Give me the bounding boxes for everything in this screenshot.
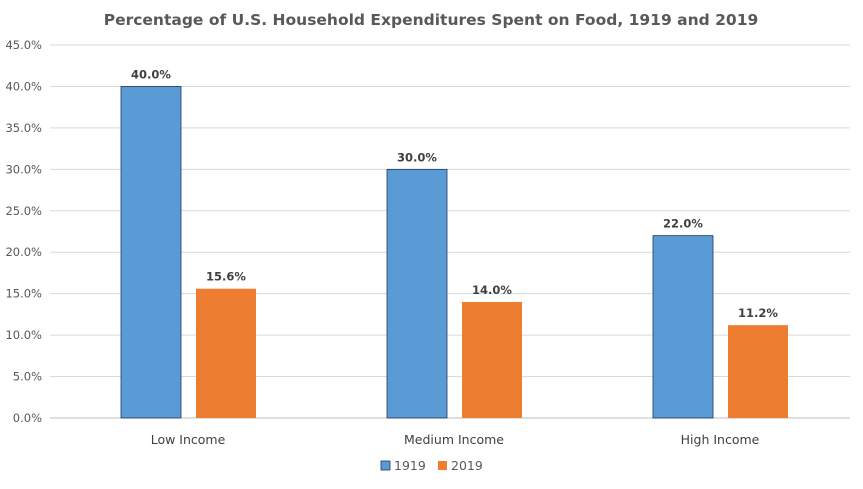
x-axis-ticks: Low Income Medium Income High Income	[151, 432, 760, 447]
x-tick-label: Medium Income	[404, 432, 504, 447]
legend-label: 2019	[451, 458, 483, 473]
data-label: 14.0%	[472, 283, 512, 297]
data-label: 15.6%	[206, 270, 246, 284]
y-tick-label: 40.0%	[5, 79, 42, 93]
bar-2019-2	[728, 325, 788, 418]
y-tick-label: 0.0%	[13, 411, 42, 425]
y-tick-label: 45.0%	[5, 38, 42, 52]
x-tick-label: Low Income	[151, 432, 226, 447]
x-tick-label: High Income	[681, 432, 760, 447]
data-label: 40.0%	[131, 67, 171, 81]
bars	[120, 86, 788, 419]
y-tick-label: 10.0%	[5, 328, 42, 342]
y-axis-ticks: 0.0% 5.0% 10.0% 15.0% 20.0% 25.0% 30.0% 35.0% 40…	[5, 38, 42, 425]
data-label: 30.0%	[397, 150, 437, 164]
data-label: 22.0%	[663, 217, 703, 231]
bar-2019-1	[462, 301, 522, 418]
chart-title: Percentage of U.S. Household Expenditure…	[104, 11, 759, 29]
y-tick-label: 30.0%	[5, 162, 42, 176]
y-tick-label: 5.0%	[13, 370, 42, 384]
gridlines	[50, 44, 850, 419]
y-tick-label: 20.0%	[5, 245, 42, 259]
y-tick-label: 35.0%	[5, 121, 42, 135]
data-labels: 40.0% 15.6% 30.0% 14.0% 22.0% 11.2%	[131, 67, 778, 320]
bar-1919-0	[120, 86, 182, 419]
bar-1919-1	[386, 168, 448, 419]
data-label: 11.2%	[738, 306, 778, 320]
bar-2019-0	[196, 288, 256, 418]
y-tick-label: 15.0%	[5, 287, 42, 301]
legend-swatch-2019	[438, 461, 447, 470]
legend-label: 1919	[394, 458, 426, 473]
legend: 1919 2019	[380, 458, 483, 473]
y-tick-label: 25.0%	[5, 204, 42, 218]
bar-1919-2	[652, 235, 714, 419]
legend-swatch-1919	[380, 460, 391, 471]
